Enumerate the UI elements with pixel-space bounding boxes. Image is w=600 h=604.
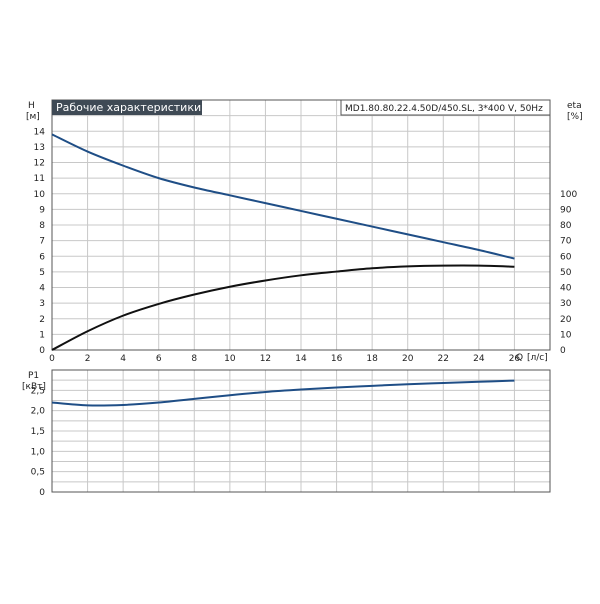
p1-tick-label: 1,5 — [31, 427, 45, 437]
y-left-tick-label: 10 — [34, 190, 46, 200]
y-right-tick-label: 80 — [560, 221, 572, 231]
x-tick-label: 8 — [191, 354, 197, 364]
x-tick-label: 22 — [438, 354, 449, 364]
y-right-axis-label: eta — [567, 101, 582, 111]
y-right-tick-label: 10 — [560, 330, 572, 340]
y-left-tick-label: 0 — [39, 346, 45, 356]
p1-tick-label: 0,5 — [31, 468, 45, 478]
lower-chart-frame — [51, 369, 551, 493]
y-left-tick-label: 1 — [39, 330, 45, 340]
x-tick-label: 10 — [224, 354, 236, 364]
y-right-tick-label: 70 — [560, 237, 572, 247]
y-left-tick-label: 7 — [39, 237, 45, 247]
model-label: MD1.80.80.22.4.50D/450.SL, 3*400 V, 50Hz — [345, 104, 543, 114]
y-left-tick-label: 4 — [39, 284, 45, 294]
y-right-tick-label: 90 — [560, 205, 572, 215]
y-left-axis-label: H — [28, 101, 35, 111]
y-left-tick-label: 9 — [39, 205, 45, 215]
upper-chart-series — [51, 133, 515, 351]
x-tick-label: 16 — [331, 354, 343, 364]
y-left-tick-label: 5 — [39, 268, 45, 278]
chart-title-background — [52, 100, 202, 115]
y-right-tick-label: 40 — [560, 284, 572, 294]
efficiency-curve — [51, 264, 515, 351]
x-tick-label: 6 — [156, 354, 162, 364]
x-tick-label: 0 — [49, 354, 55, 364]
p1-axis-unit: [кВт] — [22, 382, 46, 392]
lower-chart-ticks: 0 0,5 1,0 1,5 2,0 2,5 — [31, 386, 46, 498]
lower-chart-series — [51, 379, 515, 407]
x-tick-label: 12 — [260, 354, 271, 364]
x-tick-label: 18 — [366, 354, 378, 364]
x-tick-label: 24 — [473, 354, 485, 364]
y-left-tick-label: 6 — [39, 252, 45, 262]
model-label-box — [340, 99, 551, 116]
p1-axis-label: P1 — [28, 371, 39, 381]
x-axis-label-unit: [л/с] — [527, 353, 548, 363]
y-right-tick-label: 60 — [560, 252, 572, 262]
y-right-tick-label: 100 — [560, 190, 577, 200]
power-curve — [51, 379, 515, 407]
lower-chart-grid — [51, 369, 551, 493]
y-left-axis-unit: [м] — [26, 112, 40, 122]
x-tick-label: 20 — [402, 354, 414, 364]
y-right-tick-label: 0 — [560, 346, 566, 356]
y-left-tick-label: 12 — [34, 159, 45, 169]
y-left-tick-label: 2 — [39, 315, 45, 325]
upper-chart-grid — [51, 99, 551, 351]
y-right-tick-label: 20 — [560, 315, 572, 325]
x-tick-label: 4 — [120, 354, 126, 364]
y-left-tick-label: 8 — [39, 221, 45, 231]
upper-chart-frame — [51, 99, 551, 351]
y-right-tick-label: 50 — [560, 268, 572, 278]
x-tick-label: 26 — [509, 354, 521, 364]
p1-tick-label: 1,0 — [31, 447, 46, 457]
y-left-tick-label: 13 — [34, 143, 45, 153]
x-tick-label: 2 — [85, 354, 91, 364]
y-right-tick-label: 30 — [560, 299, 572, 309]
p1-tick-label: 2,5 — [31, 386, 45, 396]
x-tick-label: 14 — [295, 354, 307, 364]
y-right-axis-unit: [%] — [567, 112, 583, 122]
head-curve — [51, 133, 515, 260]
upper-chart-ticks: 0 2 4 6 8 10 12 14 16 18 20 22 24 2601234567891011121… — [34, 127, 578, 364]
chart-title: Рабочие характеристики — [56, 101, 201, 114]
p1-tick-label: 2,0 — [31, 407, 46, 417]
y-left-tick-label: 3 — [39, 299, 45, 309]
y-left-tick-label: 14 — [34, 127, 46, 137]
x-axis-label-name: Q — [516, 353, 523, 363]
p1-tick-label: 0 — [39, 488, 45, 498]
y-left-tick-label: 11 — [34, 174, 45, 184]
